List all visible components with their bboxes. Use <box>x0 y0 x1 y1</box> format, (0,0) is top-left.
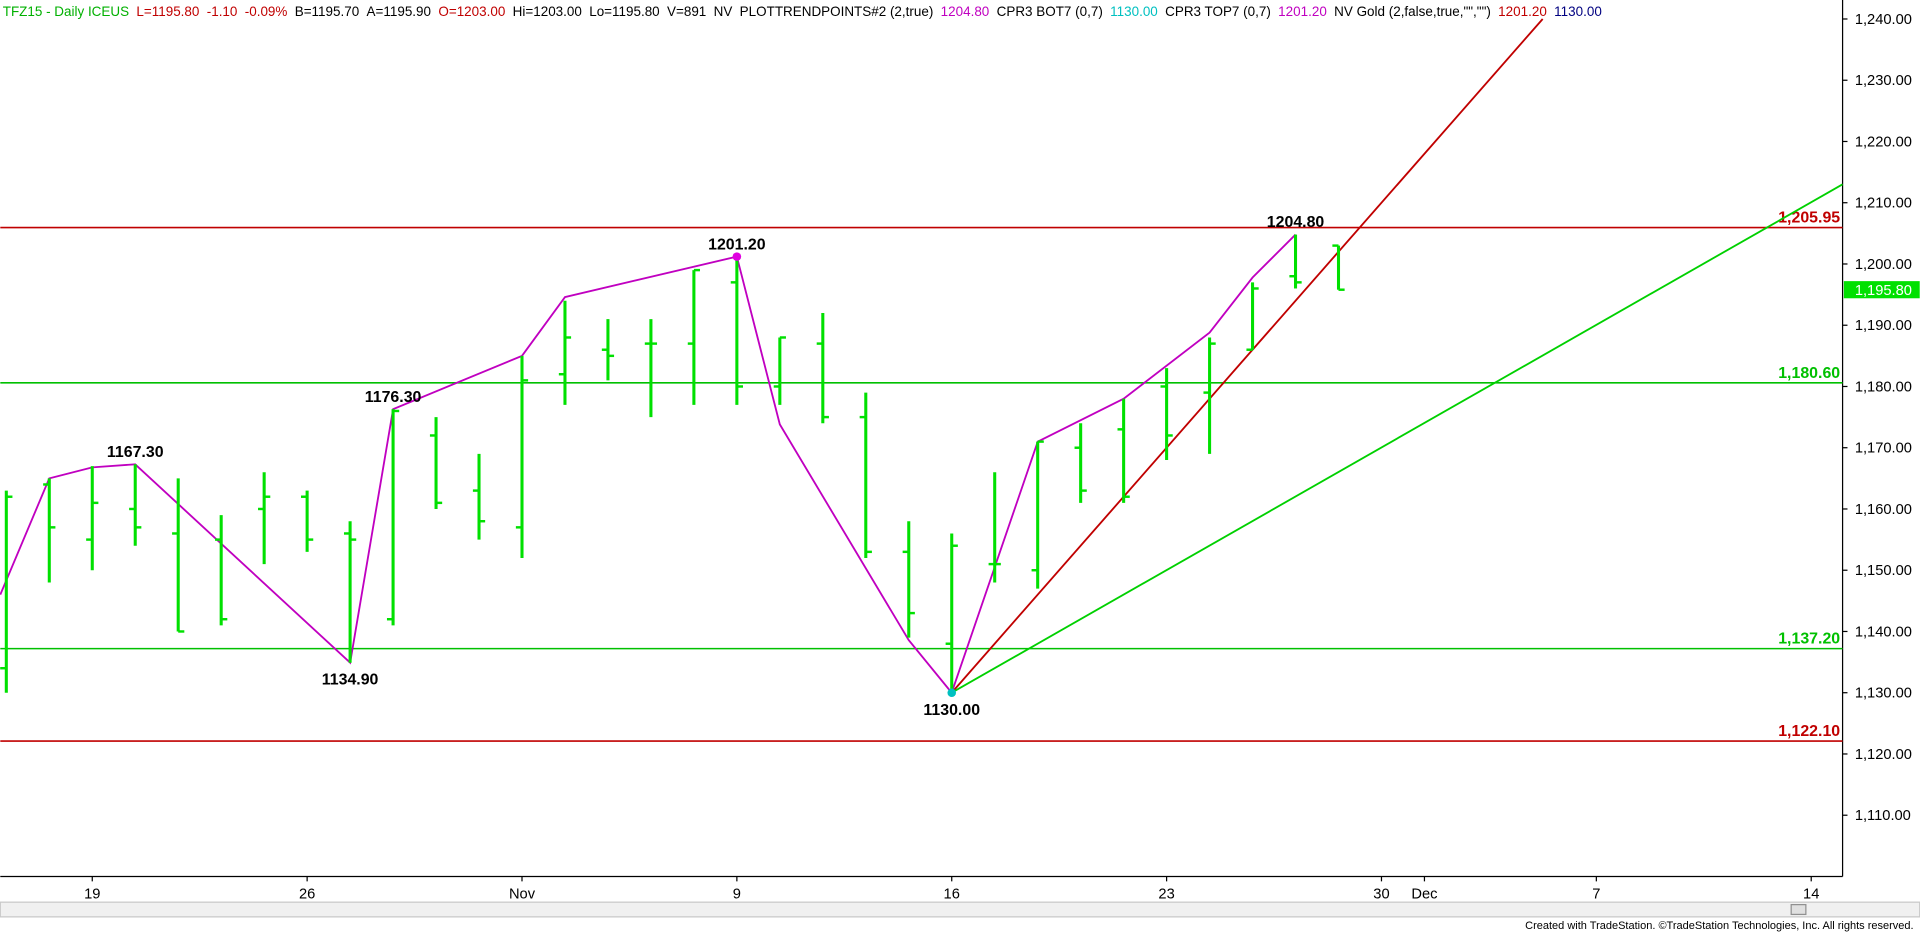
footer: Created with TradeStation. ©TradeStation… <box>1525 920 1913 932</box>
pivot-label: 1130.00 <box>923 702 980 719</box>
header-item: TFZ15 - Daily ICEUS <box>3 4 129 19</box>
header-item: -1.10 <box>207 4 238 19</box>
y-tick-label: 1,170.00 <box>1855 441 1912 457</box>
header-item: L=1195.80 <box>136 4 199 19</box>
pivot-marker <box>947 688 957 698</box>
level-label: 1,137.20 <box>1778 631 1840 648</box>
trend-line <box>951 183 1844 694</box>
header-item: A=1195.90 <box>367 4 431 19</box>
header-item: NV <box>714 4 733 19</box>
pivot-label: 1204.80 <box>1267 214 1325 231</box>
x-tick-label: 30 <box>1373 887 1389 903</box>
header-item: Hi=1203.00 <box>513 4 582 19</box>
y-tick-label: 1,130.00 <box>1855 686 1912 702</box>
scrollbar[interactable] <box>0 901 1920 918</box>
y-tick-label: 1,240.00 <box>1855 12 1912 28</box>
pivot-label: 1201.20 <box>708 236 766 253</box>
header-item: 1201.20 <box>1278 4 1327 19</box>
y-tick-label: 1,230.00 <box>1855 73 1912 89</box>
header: TFZ15 - Daily ICEUS L=1195.80 -1.10 -0.09% B… <box>3 4 1602 19</box>
y-tick-label: 1,200.00 <box>1855 257 1912 273</box>
y-tick-label: 1,220.00 <box>1855 134 1912 150</box>
header-item: CPR3 BOT7 (0,7) <box>997 4 1103 19</box>
y-tick-label: 1,160.00 <box>1855 502 1912 518</box>
scrollbar-thumb[interactable] <box>1790 904 1807 916</box>
y-tick-label: 1,140.00 <box>1855 624 1912 640</box>
header-item: Lo=1195.80 <box>589 4 659 19</box>
header-item: O=1203.00 <box>438 4 505 19</box>
trend-line <box>950 18 1544 694</box>
x-tick-label: 7 <box>1592 887 1600 903</box>
pivot-label: 1176.30 <box>365 389 422 406</box>
last-price-box <box>1843 281 1920 299</box>
header-item: CPR3 TOP7 (0,7) <box>1165 4 1271 19</box>
x-tick-label: 23 <box>1158 887 1174 903</box>
x-tick-label: 19 <box>84 887 100 903</box>
header-item: PLOTTRENDPOINTS#2 (2,true) <box>740 4 934 19</box>
header-item: -0.09% <box>245 4 288 19</box>
pivot-marker <box>732 252 742 261</box>
x-tick-label: Dec <box>1411 887 1437 903</box>
header-item: 1204.80 <box>941 4 990 19</box>
last-price-label: 1,195.80 <box>1855 283 1912 299</box>
y-tick-label: 1,110.00 <box>1855 808 1911 824</box>
header-item: 1130.00 <box>1110 4 1158 19</box>
x-tick-label: Nov <box>509 887 536 903</box>
x-tick-label: 14 <box>1803 887 1819 903</box>
x-tick-label: 9 <box>733 887 741 903</box>
header-item: B=1195.70 <box>295 4 359 19</box>
header-item: 1201.20 <box>1498 4 1547 19</box>
x-tick-label: 26 <box>299 887 315 903</box>
level-label: 1,180.60 <box>1778 365 1840 382</box>
y-tick-label: 1,150.00 <box>1855 563 1912 579</box>
x-tick-label: 16 <box>944 887 960 903</box>
pivot-label: 1167.30 <box>107 444 164 461</box>
y-tick-label: 1,190.00 <box>1855 318 1912 334</box>
header-item: NV Gold (2,false,true,"","") <box>1334 4 1491 19</box>
y-tick-label: 1,180.00 <box>1855 379 1912 395</box>
y-tick-label: 1,120.00 <box>1855 747 1912 763</box>
pivot-label: 1134.90 <box>322 672 379 689</box>
level-label: 1,205.95 <box>1778 210 1840 227</box>
header-item: 1130.00 <box>1554 4 1602 19</box>
y-tick-label: 1,210.00 <box>1855 196 1912 212</box>
level-label: 1,122.10 <box>1778 723 1840 740</box>
header-item: V=891 <box>667 4 706 19</box>
